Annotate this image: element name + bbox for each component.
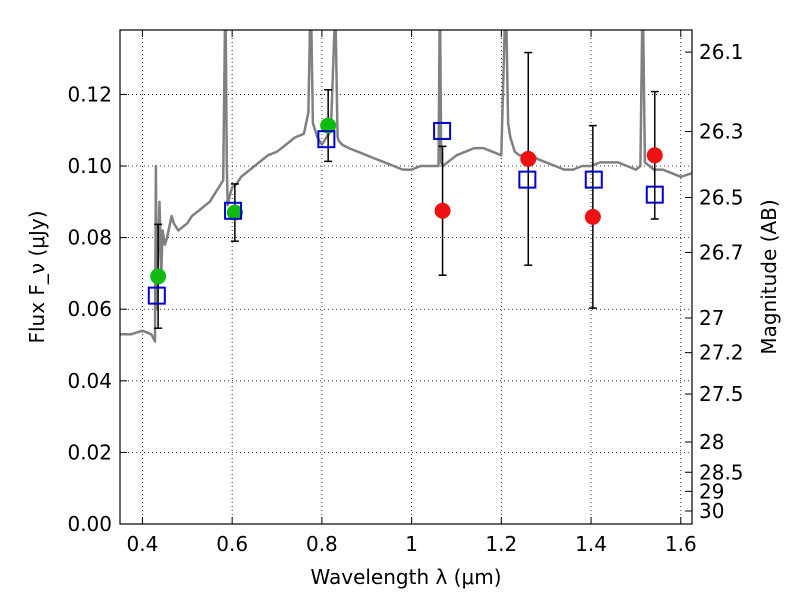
plot-frame	[119, 29, 693, 525]
right-axis-label: Magnitude (AB)	[757, 199, 781, 354]
data-point	[150, 268, 167, 285]
model-point	[147, 286, 166, 305]
y-tick-label: 0.12	[67, 82, 112, 106]
axis-ticks	[120, 30, 692, 525]
x-tick-label: 0.4	[127, 532, 159, 556]
y-tick-label: 0.04	[67, 369, 112, 393]
x-tick-label: 1.2	[485, 532, 517, 556]
data-markers	[147, 117, 664, 305]
mag-tick-label: 28	[699, 430, 724, 454]
spectrum-line	[120, 30, 692, 343]
mag-tick-label: 26.7	[699, 240, 744, 264]
data-point	[584, 208, 601, 225]
y-tick-label: 0.06	[67, 297, 112, 321]
model-point	[584, 170, 603, 189]
mag-tick-label: 26.1	[699, 40, 744, 64]
y-tick-label: 0.10	[67, 154, 112, 178]
mag-tick-label: 27	[699, 306, 724, 330]
x-tick-label: 0.6	[216, 532, 248, 556]
data-point	[320, 117, 337, 134]
data-point	[646, 147, 663, 164]
mag-tick-label: 26.3	[699, 119, 744, 143]
data-point	[434, 202, 451, 219]
x-axis-label: Wavelength λ (μm)	[310, 565, 501, 589]
model-point	[433, 121, 452, 140]
model-spectrum	[120, 30, 692, 343]
mag-tick-label: 30	[699, 499, 724, 523]
x-tick-label: 1.6	[665, 532, 697, 556]
y-axis-label: Flux F_ν (μJy)	[25, 210, 49, 343]
model-point	[224, 201, 243, 220]
mag-tick-label: 28.5	[699, 460, 744, 484]
mag-tick-label: 29	[699, 479, 724, 503]
x-tick-label: 1.4	[575, 532, 607, 556]
mag-tick-label: 27.5	[699, 382, 744, 406]
data-point	[226, 204, 243, 221]
mag-tick-label: 27.2	[699, 341, 744, 365]
mag-tick-label: 26.5	[699, 186, 744, 210]
y-tick-label: 0.02	[67, 440, 112, 464]
model-point	[518, 170, 537, 189]
x-tick-label: 0.8	[306, 532, 338, 556]
model-point	[645, 185, 664, 204]
data-point	[520, 150, 537, 167]
x-tick-label: 1	[405, 532, 418, 556]
y-tick-label: 0.00	[67, 512, 112, 536]
model-point	[317, 130, 336, 149]
axis-labels: 0.4 0.6 0.8 1 1.2 1.4 1.6 0.00 0.02 0.04 0.06 0.08 0…	[25, 40, 781, 589]
y-tick-label: 0.08	[67, 226, 112, 250]
